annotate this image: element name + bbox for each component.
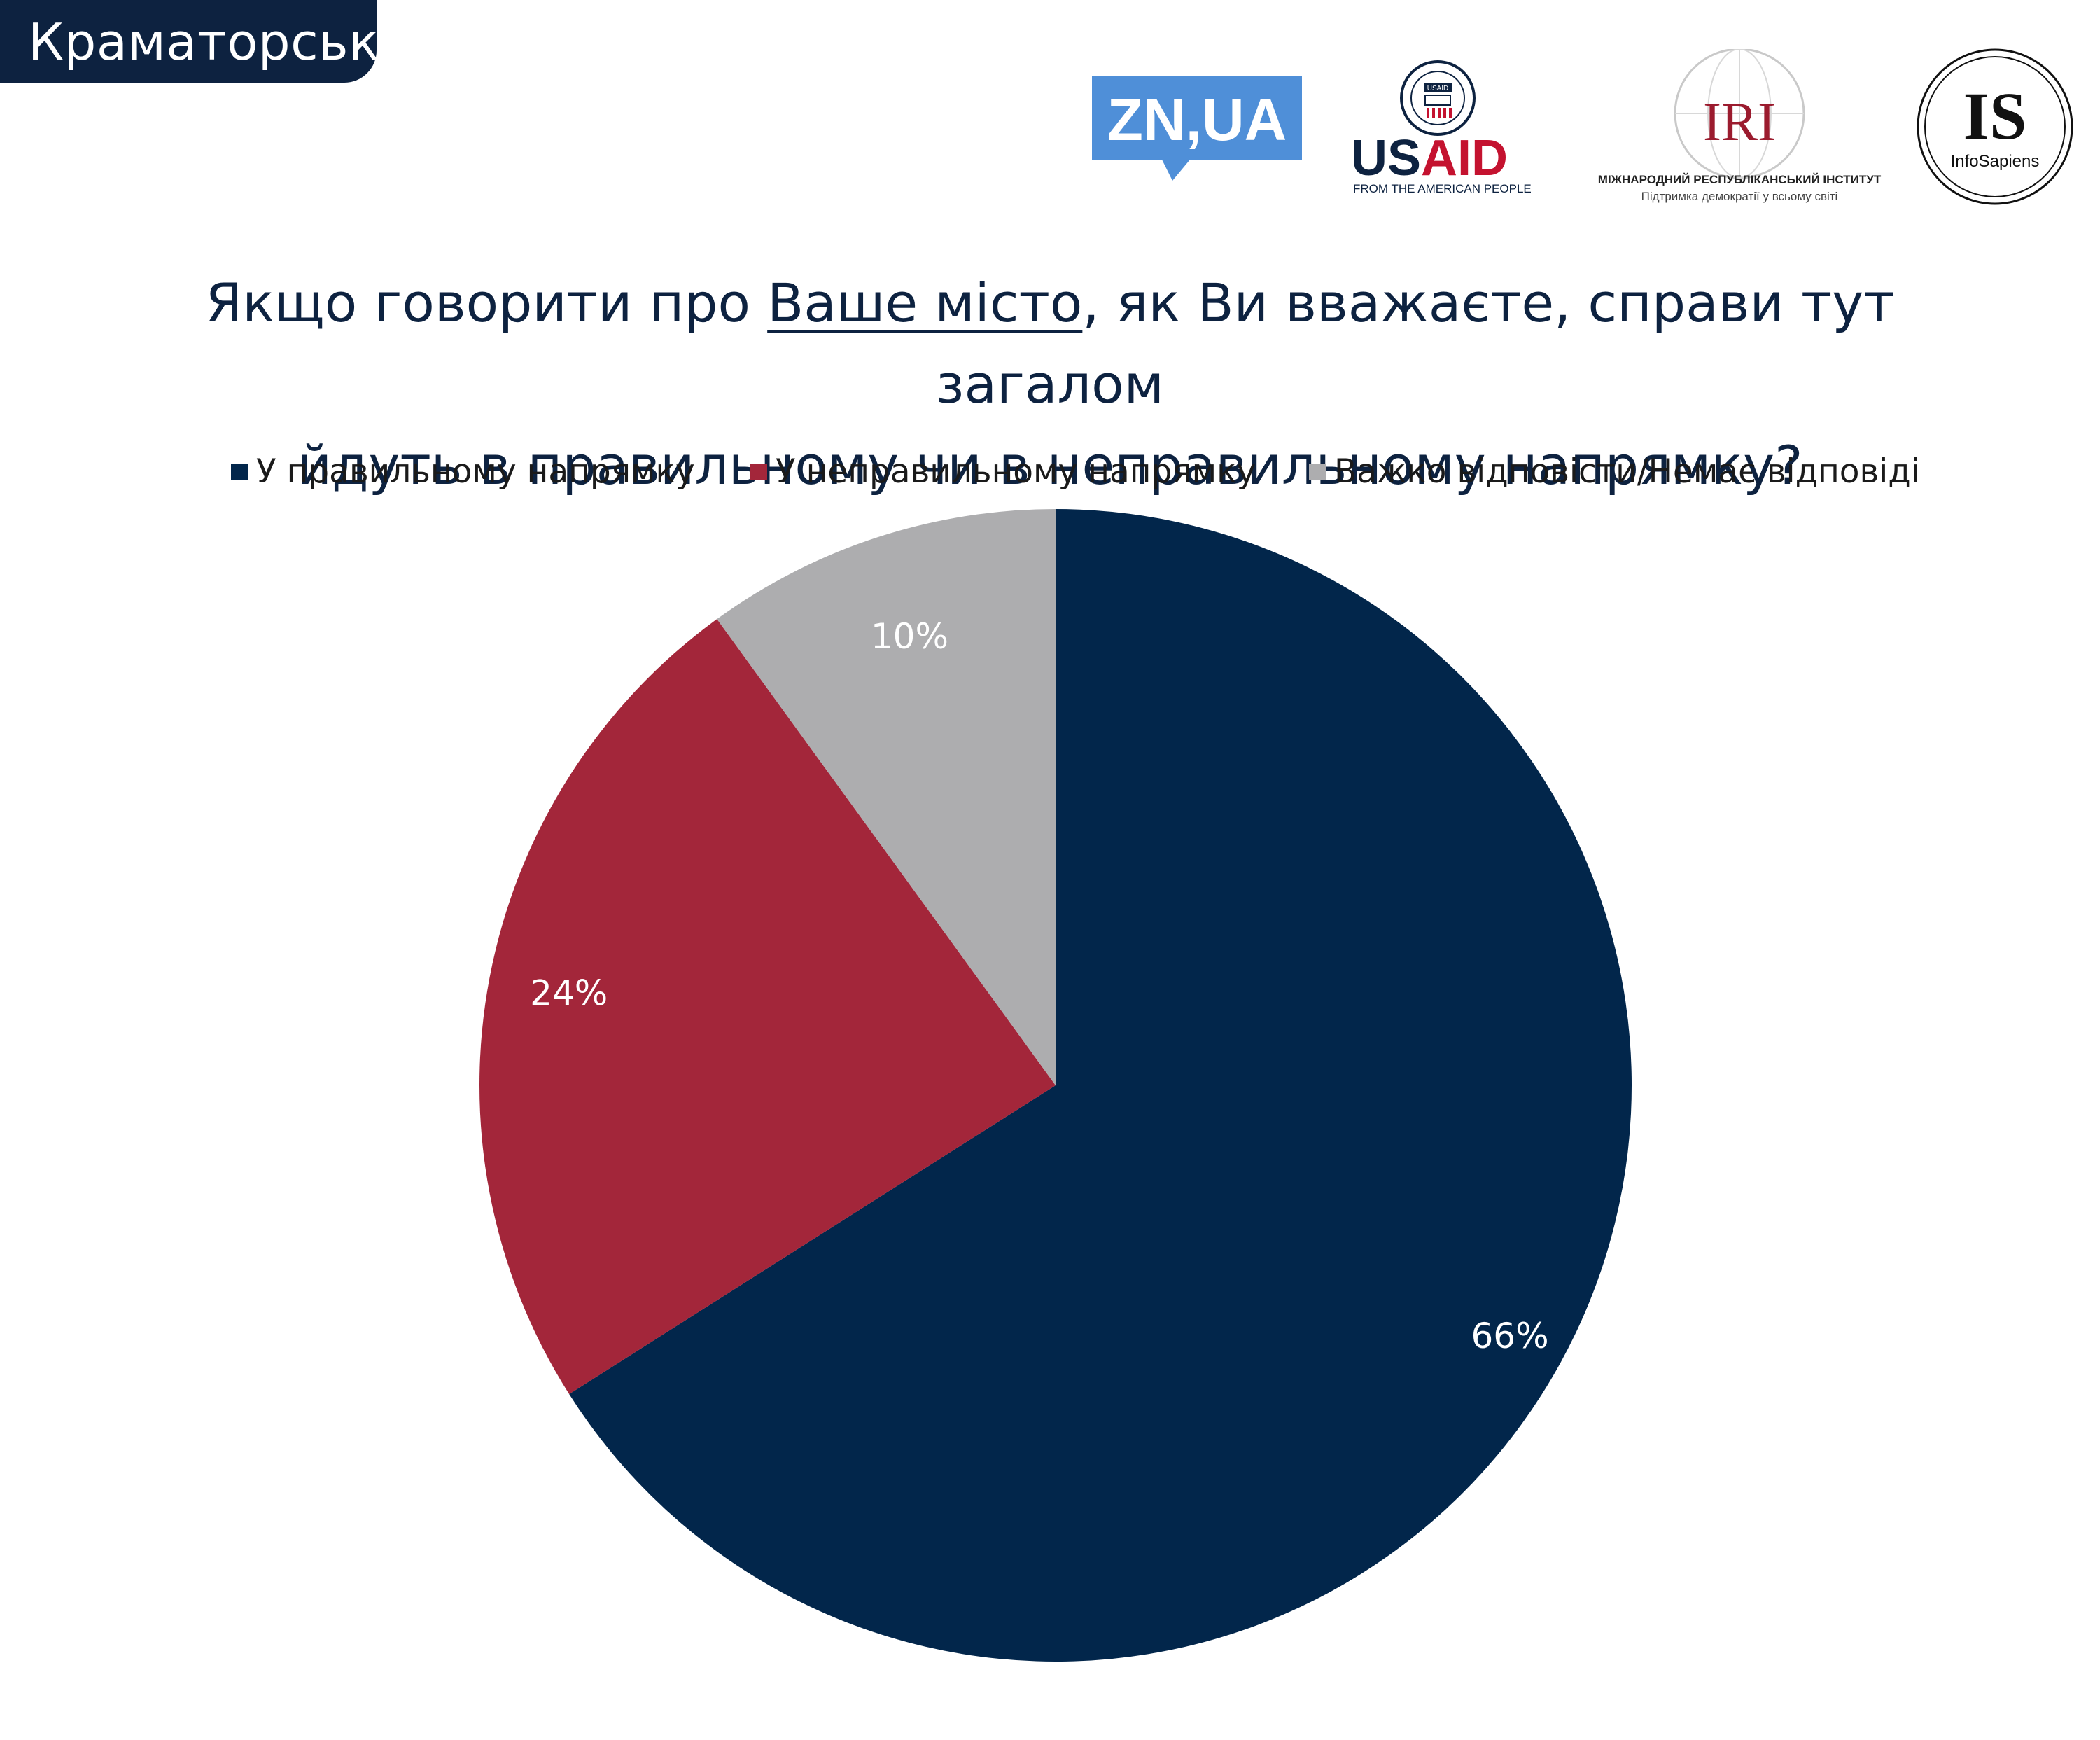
pie-label-right-direction: 66% [1471,1316,1549,1356]
usaid-logo: USAID USAID FROM THE AMERICAN PEOPLE [1351,60,1532,195]
usaid-subtext: FROM THE AMERICAN PEOPLE [1353,182,1532,195]
legend-item-right-direction: У правильному напрямку [231,452,695,491]
usaid-seal-text: USAID [1427,85,1449,92]
pie-label-hard-to-say: 10% [871,616,948,657]
iri-text: IRI [1703,91,1776,152]
pie-slice-wrong-direction [479,619,1056,1394]
legend-swatch-wrong-direction [750,463,767,480]
chart-title: Якщо говорити про Ваше місто, як Ви вваж… [98,263,2002,506]
title-part2: , як Ви вважаєте, справи тут загалом [936,272,1895,415]
title-part1: Якщо говорити про [205,272,768,334]
logo-strip: ZN,UA USAID USAID FROM THE AMERICAN PEOP… [1092,42,2073,224]
legend-label-hard-to-say: Важко відповісти/Немає відповіді [1334,452,1920,491]
pie-slice-right-direction [569,509,1632,1662]
pie-label-wrong-direction: 24% [530,973,608,1013]
legend-swatch-right-direction [231,463,248,480]
city-tab: Краматорськ [0,0,380,83]
infosapiens-logo: IS InfoSapiens [1917,48,2073,205]
legend-swatch-hard-to-say [1309,463,1326,480]
title-line2: йдуть в правильному чи в неправильному н… [297,434,1803,496]
pie-slice-hard-to-say [717,509,1056,1085]
city-label: Краматорськ [28,13,380,71]
legend-label-wrong-direction: У неправильному напрямку [776,452,1256,491]
zn-ua-logo: ZN,UA [1092,76,1302,181]
iri-tagline: Підтримка демократії у всьому світі [1642,190,1838,203]
legend: У правильному напрямку У неправильному н… [0,452,2100,494]
legend-item-wrong-direction: У неправильному напрямку [750,452,1256,491]
infosapiens-mark: IS [1963,78,2027,153]
usaid-wordmark: USAID [1351,130,1508,186]
iri-logo: IRI МІЖНАРОДНИЙ РЕСПУБЛІКАНСЬКИЙ ІНСТИТУ… [1598,49,1882,203]
legend-item-hard-to-say: Важко відповісти/Немає відповіді [1309,452,1920,491]
zn-ua-text: ZN,UA [1107,87,1287,153]
iri-subtext: МІЖНАРОДНИЙ РЕСПУБЛІКАНСЬКИЙ ІНСТИТУТ [1598,173,1882,186]
legend-label-right-direction: У правильному напрямку [256,452,695,491]
title-underlined: Ваше місто [767,272,1083,334]
infosapiens-subtext: InfoSapiens [1951,152,2040,171]
